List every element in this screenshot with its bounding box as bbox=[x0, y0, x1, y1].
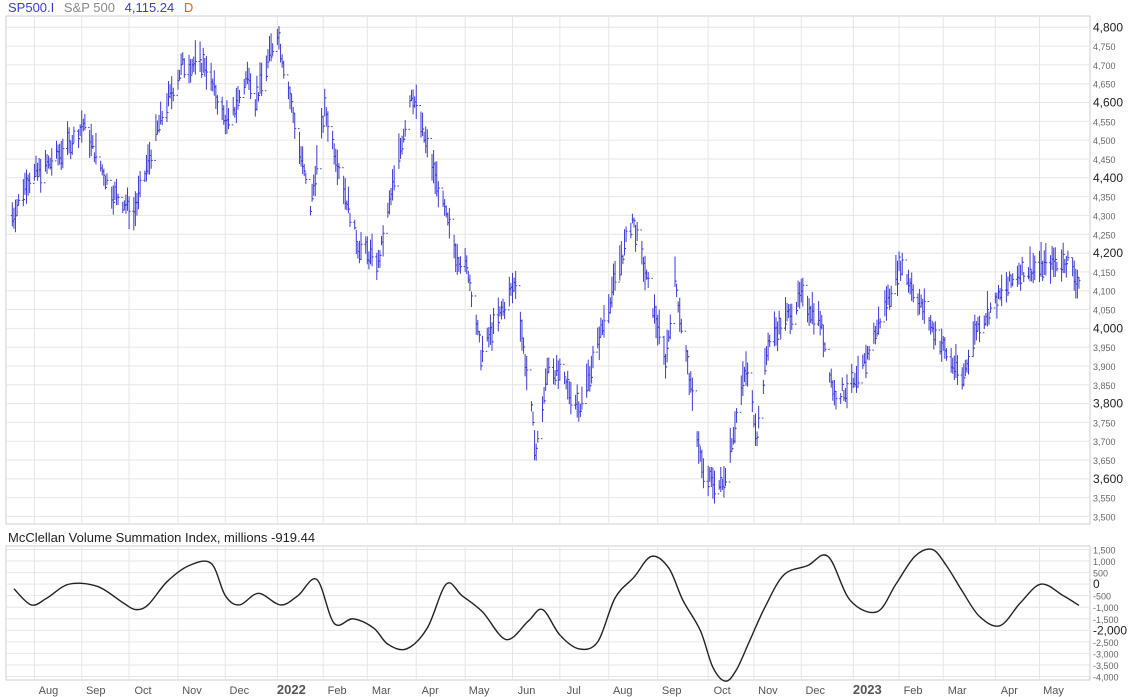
last-price: 4,115.24 bbox=[124, 0, 175, 15]
indicator-y-tick-label: -4,000 bbox=[1093, 673, 1119, 683]
x-tick-label: Apr bbox=[422, 685, 439, 697]
price-panel-frame bbox=[5, 15, 1091, 525]
price-y-tick-label: 3,950 bbox=[1093, 343, 1116, 353]
price-y-tick-label: 3,500 bbox=[1093, 512, 1116, 522]
price-y-tick-label: 4,250 bbox=[1093, 230, 1116, 240]
price-y-tick-label: 3,800 bbox=[1093, 397, 1123, 411]
indicator-panel-frame bbox=[5, 545, 1091, 681]
price-y-tick-label: 4,750 bbox=[1093, 42, 1116, 52]
price-y-tick-label: 4,700 bbox=[1093, 61, 1116, 71]
price-y-tick-label: 3,600 bbox=[1093, 472, 1123, 486]
indicator-y-tick-label: 1,500 bbox=[1093, 545, 1116, 555]
chart-header: SP500.I S&P 500 4,115.24 D bbox=[8, 0, 199, 15]
indicator-y-tick-label: 1,000 bbox=[1093, 557, 1116, 567]
indicator-value: -919.44 bbox=[271, 530, 316, 545]
price-y-tick-label: 4,650 bbox=[1093, 80, 1116, 90]
price-y-tick-label: 3,900 bbox=[1093, 362, 1116, 372]
price-y-tick-label: 3,750 bbox=[1093, 418, 1116, 428]
x-tick-label: Jul bbox=[567, 685, 581, 697]
price-y-tick-label: 4,050 bbox=[1093, 306, 1116, 316]
x-tick-label: Aug bbox=[613, 685, 633, 697]
price-y-tick-label: 4,150 bbox=[1093, 268, 1116, 278]
price-y-tick-label: 3,850 bbox=[1093, 381, 1116, 391]
price-y-tick-label: 4,500 bbox=[1093, 136, 1116, 146]
x-tick-label: Mar bbox=[948, 685, 967, 697]
x-tick-label: Oct bbox=[135, 685, 152, 697]
x-tick-label: Feb bbox=[328, 685, 347, 697]
x-tick-label: Aug bbox=[39, 685, 59, 697]
summation-index-line bbox=[13, 548, 1080, 682]
indicator-y-tick-label: -1,000 bbox=[1093, 603, 1119, 613]
x-tick-label: Nov bbox=[182, 685, 202, 697]
x-tick-label: May bbox=[469, 685, 490, 697]
x-tick-label: Sep bbox=[662, 685, 682, 697]
indicator-y-tick-label: -3,000 bbox=[1093, 649, 1119, 659]
indicator-title: McClellan Volume Summation Index, millio… bbox=[8, 530, 268, 545]
price-y-tick-label: 4,200 bbox=[1093, 246, 1123, 260]
price-y-tick-label: 4,000 bbox=[1093, 321, 1123, 335]
x-tick-label: 2023 bbox=[853, 682, 882, 697]
price-y-tick-label: 4,550 bbox=[1093, 117, 1116, 127]
x-tick-label: Dec bbox=[230, 685, 250, 697]
indicator-header: McClellan Volume Summation Index, millio… bbox=[8, 530, 315, 545]
x-tick-label: Sep bbox=[86, 685, 106, 697]
x-tick-label: Jun bbox=[518, 685, 536, 697]
x-tick-label: Dec bbox=[805, 685, 825, 697]
price-y-tick-label: 4,300 bbox=[1093, 211, 1116, 221]
price-y-tick-label: 4,100 bbox=[1093, 287, 1116, 297]
price-y-tick-label: 3,650 bbox=[1093, 456, 1116, 466]
ticker-symbol[interactable]: SP500.I bbox=[8, 0, 55, 15]
indicator-y-tick-label: -2,000 bbox=[1093, 623, 1127, 637]
indicator-y-tick-label: -500 bbox=[1093, 592, 1111, 602]
price-y-tick-label: 4,800 bbox=[1093, 20, 1123, 34]
indicator-y-tick-label: -2,500 bbox=[1093, 638, 1119, 648]
indicator-y-tick-label: 500 bbox=[1093, 569, 1108, 579]
x-tick-label: Nov bbox=[758, 685, 778, 697]
x-tick-label: Oct bbox=[714, 685, 731, 697]
x-tick-label: 2022 bbox=[277, 682, 306, 697]
price-y-tick-label: 4,350 bbox=[1093, 193, 1116, 203]
period-selector[interactable]: D bbox=[183, 0, 194, 15]
indicator-y-tick-label: 0 bbox=[1093, 577, 1100, 591]
price-y-tick-label: 4,450 bbox=[1093, 155, 1116, 165]
price-y-tick-label: 3,550 bbox=[1093, 494, 1116, 504]
x-tick-label: May bbox=[1043, 685, 1064, 697]
x-tick-label: Mar bbox=[372, 685, 391, 697]
price-y-tick-label: 4,400 bbox=[1093, 171, 1123, 185]
x-tick-label: Apr bbox=[1001, 685, 1018, 697]
x-tick-label: Feb bbox=[904, 685, 923, 697]
indicator-y-tick-label: -1,500 bbox=[1093, 615, 1119, 625]
indicator-y-tick-label: -3,500 bbox=[1093, 661, 1119, 671]
price-y-tick-label: 4,600 bbox=[1093, 96, 1123, 110]
ticker-name: S&P 500 bbox=[63, 0, 115, 15]
price-y-tick-label: 3,700 bbox=[1093, 437, 1116, 447]
